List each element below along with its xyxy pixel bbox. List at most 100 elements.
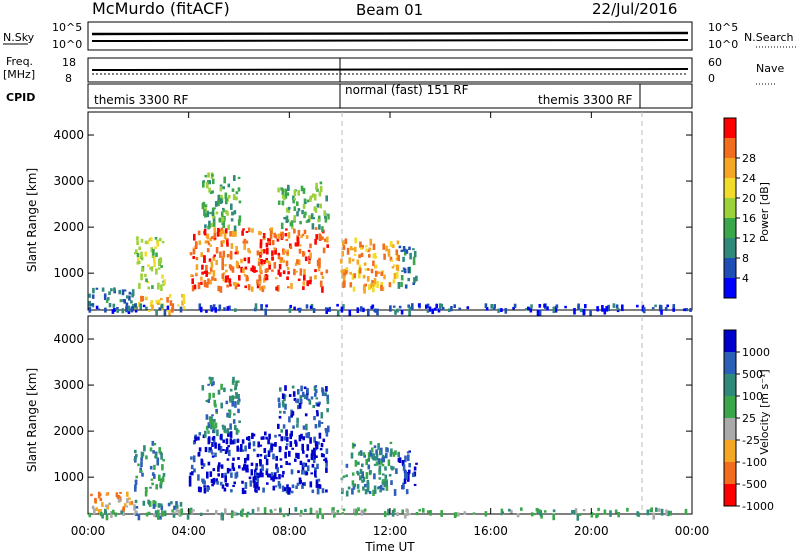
velocity-cell (230, 489, 233, 493)
power-cell (413, 277, 416, 284)
power-cell (138, 260, 141, 264)
power-cell (204, 204, 208, 207)
velocity-cell (265, 436, 268, 440)
power-cell (372, 286, 375, 293)
power-cell (273, 247, 276, 250)
power-cell (341, 240, 345, 246)
power-cell (281, 231, 284, 239)
x-tick-label: 00:00 (71, 524, 106, 538)
velocity-cell (274, 485, 278, 488)
velocity-cell (234, 424, 237, 431)
velocity-ytick-label: 4000 (53, 332, 84, 346)
power-cell (293, 228, 296, 234)
power-cell (205, 310, 208, 313)
power-cell (209, 237, 212, 242)
power-cell (286, 192, 290, 196)
velocity-cell (347, 486, 351, 490)
power-cell (396, 308, 399, 313)
velocity-cell (204, 430, 207, 438)
power-cell (431, 308, 434, 315)
velocity-cell (135, 453, 138, 458)
power-cell (660, 309, 663, 315)
velocity-cell (317, 478, 321, 482)
power-cell (413, 250, 417, 258)
velocity-cell (253, 448, 256, 452)
power-cell (466, 306, 470, 310)
power-cell (320, 271, 323, 276)
power-cell (287, 232, 291, 239)
power-cell (395, 258, 399, 261)
power-cell (146, 240, 150, 245)
power-cell (368, 247, 372, 251)
velocity-cell (219, 435, 223, 440)
power-cell (296, 241, 300, 247)
power-cell (308, 215, 311, 222)
power-cell (210, 261, 213, 264)
velocity-cell (134, 449, 137, 454)
power-cell (226, 242, 229, 247)
power-cell (163, 309, 167, 316)
power-cell (273, 232, 276, 238)
velocity-cell (211, 442, 214, 447)
velocity-cell (283, 487, 287, 492)
power-cell (303, 268, 306, 276)
velocity-cell (145, 512, 149, 517)
power-cell (208, 258, 212, 262)
velocity-cell (296, 482, 300, 486)
power-cell (359, 241, 362, 248)
velocity-cell (253, 475, 257, 481)
power-cell (407, 304, 410, 308)
velocity-cell (315, 397, 319, 400)
power-cell (135, 249, 138, 254)
power-cell (387, 252, 391, 257)
velocity-cell (153, 513, 156, 517)
power-cell (389, 305, 392, 312)
power-cell (358, 272, 361, 279)
power-cell (296, 259, 299, 265)
power-cell (349, 246, 353, 251)
power-cell (308, 261, 311, 264)
power-cell (577, 303, 580, 311)
power-cell (393, 264, 396, 267)
velocity-cell (217, 473, 220, 477)
velocity-cell (260, 436, 264, 440)
velocity-cell (286, 484, 289, 490)
power-cell (266, 268, 269, 273)
velocity-cell (259, 459, 262, 467)
velocity-cell (225, 438, 229, 445)
power-cell (88, 293, 91, 298)
velocity-cell (209, 447, 212, 451)
power-cell (297, 259, 301, 266)
velocity-cell (390, 480, 393, 485)
velocity-cell (231, 400, 234, 407)
velocity-cell (152, 450, 155, 454)
velocity-cell (353, 483, 356, 488)
velocity-cell (208, 392, 211, 400)
power-cell (435, 303, 438, 309)
power-cell (370, 283, 373, 289)
date-title: 22/Jul/2016 (592, 0, 677, 18)
velocity-cell (364, 489, 368, 495)
power-cell (310, 195, 314, 198)
power-cell (309, 196, 312, 200)
velocity-cell (369, 441, 373, 445)
velocity-cell (484, 511, 488, 517)
power-cell (224, 280, 228, 283)
velocity-cell (231, 462, 235, 469)
power-cell (147, 264, 150, 267)
power-region-1 (133, 236, 166, 291)
velocity-cell (145, 455, 148, 460)
colorbar-tick-label: -100 (742, 456, 767, 469)
power-cell (221, 258, 224, 265)
velocity-cell (220, 402, 223, 409)
velocity-cell (295, 485, 298, 489)
power-cell (325, 215, 328, 220)
velocity-cell (378, 477, 382, 480)
velocity-cell (240, 444, 243, 451)
velocity-cell (100, 511, 103, 517)
power-cell (281, 188, 285, 196)
power-cell (293, 268, 296, 276)
velocity-cell (202, 434, 206, 439)
power-cell (280, 257, 284, 261)
power-cell (247, 284, 251, 291)
